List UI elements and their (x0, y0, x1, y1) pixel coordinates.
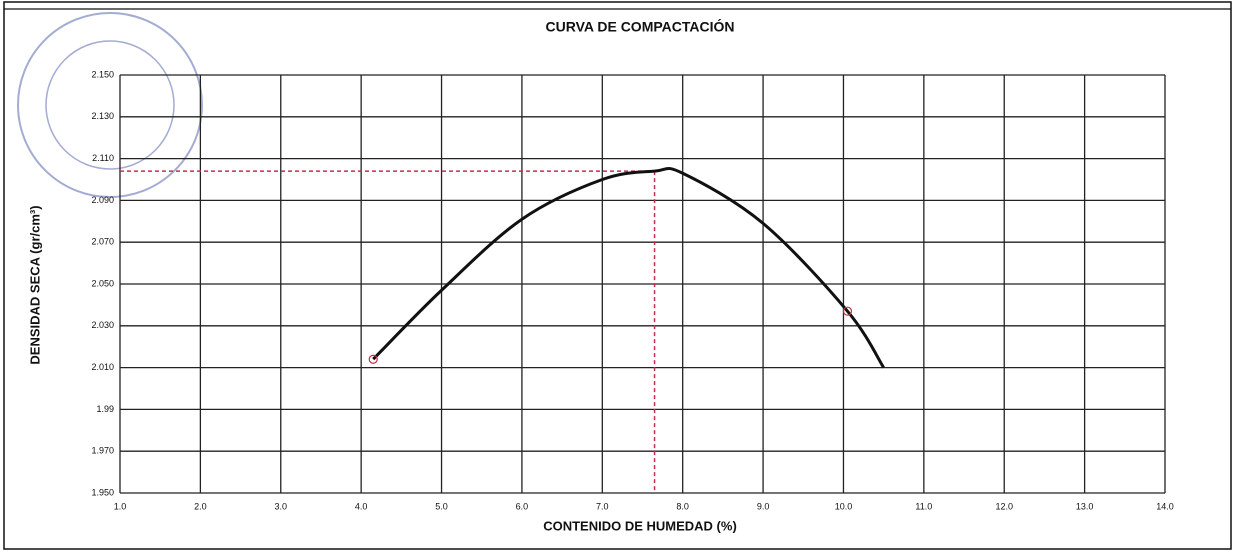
y-tick-label: 2.030 (91, 320, 114, 330)
x-tick-label: 3.0 (275, 501, 288, 511)
y-tick-label: 1.970 (91, 446, 114, 456)
x-tick-label: 7.0 (596, 501, 609, 511)
chart-title: CURVA DE COMPACTACIÓN (546, 18, 735, 35)
y-tick-label: 2.010 (91, 362, 114, 372)
x-axis-label: CONTENIDO DE HUMEDAD (%) (543, 518, 737, 533)
x-tick-label: 2.0 (194, 501, 207, 511)
x-tick-label: 5.0 (435, 501, 448, 511)
x-tick-label: 9.0 (757, 501, 770, 511)
y-axis-label: DENSIDAD SECA (gr/cm³) (27, 205, 42, 364)
x-tick-label: 13.0 (1076, 501, 1094, 511)
stamp (17, 12, 203, 198)
y-tick-label: 2.070 (91, 237, 114, 247)
x-tick-label: 6.0 (516, 501, 529, 511)
y-tick-label: 2.050 (91, 278, 114, 288)
y-tick-label: 2.110 (92, 153, 114, 163)
y-tick-label: 2.150 (91, 69, 114, 79)
x-tick-label: 1.0 (114, 501, 127, 511)
x-tick-label: 4.0 (355, 501, 368, 511)
x-tick-label: 12.0 (995, 501, 1013, 511)
x-tick-label: 14.0 (1156, 501, 1174, 511)
x-tick-label: 10.0 (835, 501, 853, 511)
y-tick-label: 1.99 (96, 404, 114, 414)
data-point (842, 306, 853, 316)
y-tick-label: 2.130 (91, 111, 114, 121)
frame (3, 1, 1232, 550)
x-tick-label: 8.0 (676, 501, 689, 511)
data-point (368, 354, 378, 364)
y-tick-label: 2.090 (91, 195, 114, 205)
y-tick-label: 1.950 (91, 487, 114, 497)
stamp-inner (45, 40, 175, 170)
x-tick-label: 11.0 (915, 501, 932, 511)
curve (372, 166, 885, 369)
